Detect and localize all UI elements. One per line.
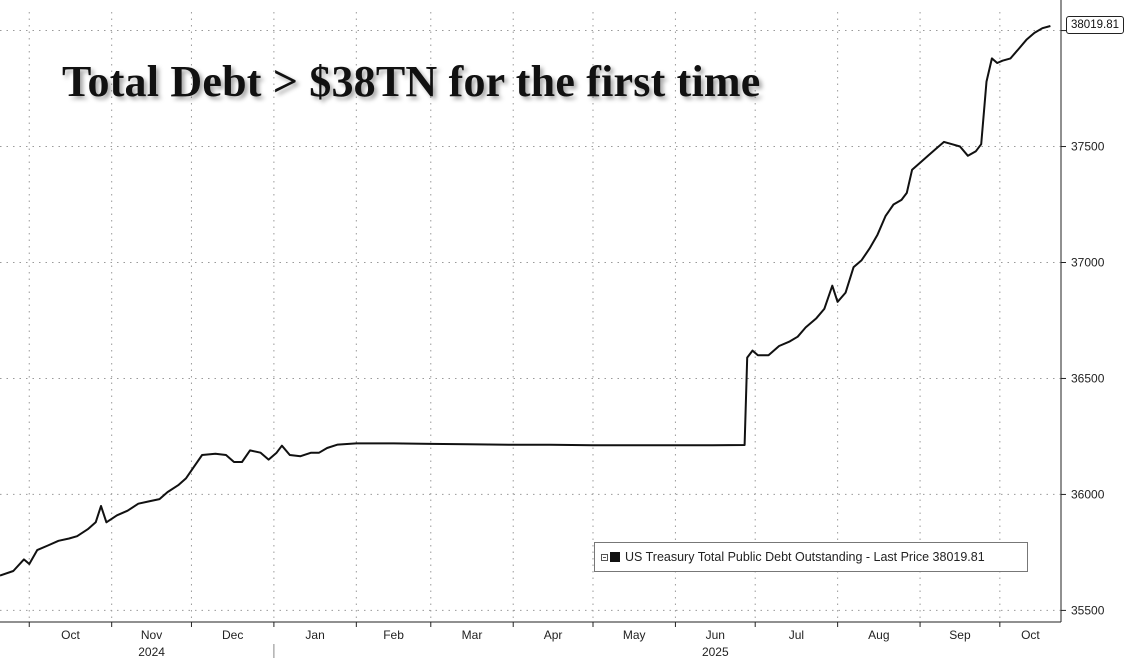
series-line (0, 25, 1051, 577)
x-tick-label: Apr (544, 628, 563, 642)
legend-swatch-icon (610, 552, 620, 562)
x-tick-label: Dec (222, 628, 243, 642)
x-tick-label: Jan (305, 628, 324, 642)
y-tick-label: 35500 (1071, 603, 1105, 617)
x-tick-label: Aug (868, 628, 889, 642)
gridlines (0, 12, 1061, 622)
x-tick-label: Sep (949, 628, 971, 642)
year-label: 2024 (138, 645, 165, 659)
x-tick-label: Nov (141, 628, 162, 642)
x-tick-label: Oct (1021, 628, 1040, 642)
y-tick-label: 36000 (1071, 487, 1105, 501)
axes: 35500 36000 36500 37000 37500 Oct Nov Dec Jan Feb… (0, 0, 1105, 659)
legend: US Treasury Total Public Debt Outstandin… (594, 542, 1028, 572)
y-tick-label: 37500 (1071, 140, 1105, 154)
x-tick-label: May (623, 628, 646, 642)
legend-toggle-icon[interactable] (601, 553, 608, 561)
x-tick-label: Mar (462, 628, 483, 642)
y-tick-label: 37000 (1071, 255, 1105, 269)
series-layer (0, 25, 1051, 577)
y-tick-label: 36500 (1071, 371, 1105, 385)
last-price-tag: 38019.81 (1066, 16, 1124, 34)
x-tick-label: Oct (61, 628, 80, 642)
legend-label: US Treasury Total Public Debt Outstandin… (625, 550, 985, 564)
x-tick-label: Jul (789, 628, 804, 642)
x-tick-label: Feb (383, 628, 404, 642)
x-tick-label: Jun (706, 628, 725, 642)
year-label: 2025 (702, 645, 729, 659)
chart-title: Total Debt > $38TN for the first time (62, 57, 761, 106)
